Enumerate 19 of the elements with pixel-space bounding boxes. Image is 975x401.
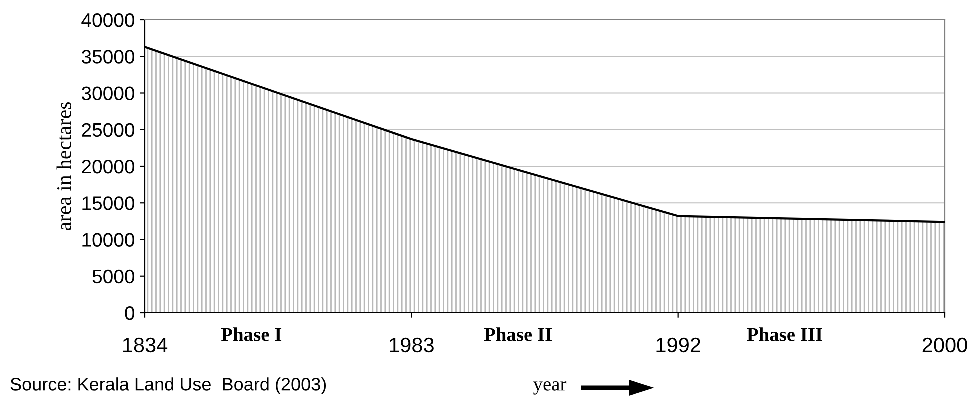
text: Phase I [221,328,282,342]
y-tick-label: 35000 [82,50,135,64]
x-tick-label: 2000 [922,338,968,353]
text: Phase II [484,328,552,342]
x-axis-title: year [534,381,567,395]
x-tick-label: 1983 [390,338,434,353]
text: Phase III [747,328,822,342]
y-tick-label: 30000 [82,86,135,100]
y-tick-label: 20000 [82,160,135,174]
y-tick-label: 25000 [82,123,135,138]
y-tick-label: 40000 [82,13,135,28]
y-tick-label: 0 [125,306,135,320]
x-tick-label: 1834 [123,338,168,353]
x-tick-label: 1992 [656,338,700,353]
y-axis-title: area in hectares [56,102,72,231]
y-tick-label: 10000 [82,233,135,247]
y-tick-label: 5000 [92,270,135,284]
source-note: Source: Kerala Land Use Board (2003) [10,378,326,394]
y-tick-label: 15000 [82,196,135,210]
